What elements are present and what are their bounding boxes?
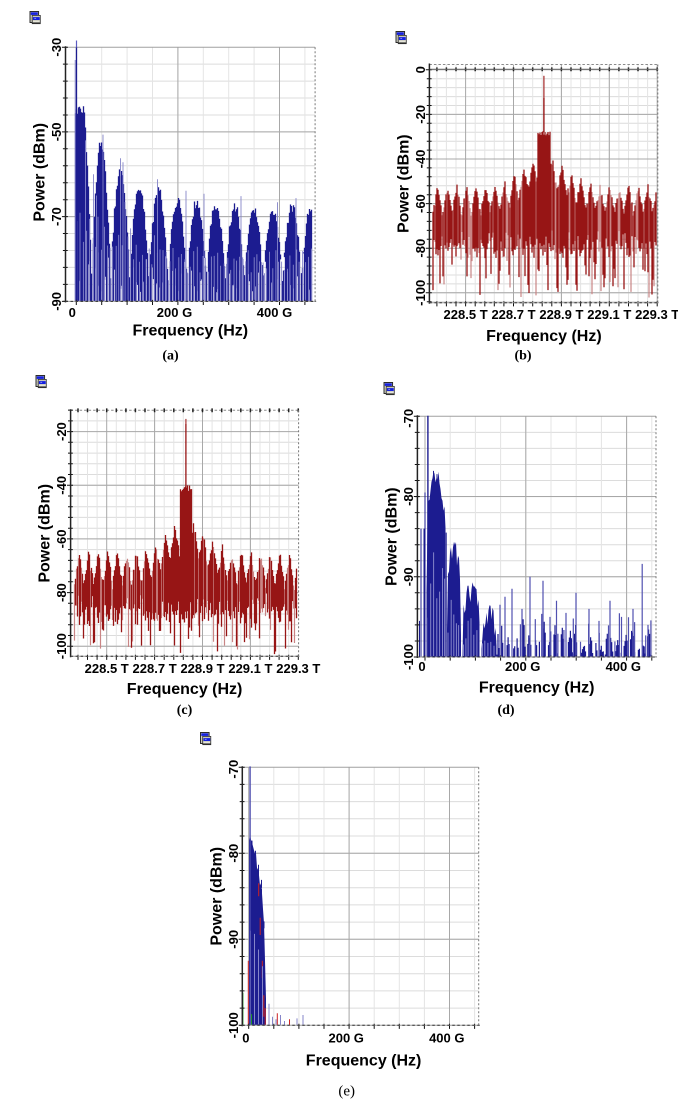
svg-text:0: 0 [69, 305, 76, 320]
svg-text:228.9 T: 228.9 T [539, 307, 583, 322]
svg-text:-20: -20 [54, 422, 69, 441]
svg-text:-40: -40 [54, 476, 69, 495]
svg-text:-20: -20 [413, 105, 428, 124]
svg-text:0: 0 [418, 659, 425, 674]
svg-text:229.3 T: 229.3 T [276, 661, 320, 676]
svg-text:Frequency (Hz): Frequency (Hz) [306, 1052, 422, 1069]
svg-text:400 G: 400 G [606, 659, 641, 674]
svg-text:-80: -80 [226, 844, 241, 863]
svg-text:(b): (b) [514, 349, 531, 364]
svg-text:Power (dBm): Power (dBm) [37, 484, 54, 583]
svg-text:-30: -30 [49, 38, 64, 57]
svg-text:Frequency (Hz): Frequency (Hz) [127, 681, 243, 698]
svg-text:228.5 T: 228.5 T [444, 307, 488, 322]
svg-text:Power (dBm): Power (dBm) [208, 847, 225, 946]
svg-text:-50: -50 [49, 123, 64, 142]
svg-text:-90: -90 [401, 567, 416, 586]
svg-text:-100: -100 [413, 280, 428, 306]
svg-text:Power (dBm): Power (dBm) [395, 134, 412, 233]
svg-text:200 G: 200 G [328, 1031, 363, 1046]
svg-text:-100: -100 [54, 633, 69, 659]
svg-text:-40: -40 [413, 150, 428, 169]
svg-text:229.1 T: 229.1 T [228, 661, 272, 676]
svg-text:-100: -100 [226, 1012, 241, 1038]
svg-text:-80: -80 [413, 239, 428, 258]
svg-text:-90: -90 [226, 930, 241, 949]
svg-text:Frequency (Hz): Frequency (Hz) [133, 323, 249, 340]
svg-text:228.9 T: 228.9 T [180, 661, 224, 676]
svg-text:-80: -80 [54, 583, 69, 602]
svg-text:-60: -60 [413, 194, 428, 213]
svg-text:228.7 T: 228.7 T [491, 307, 535, 322]
svg-text:0: 0 [413, 66, 428, 73]
svg-text:-60: -60 [54, 530, 69, 549]
svg-text:-90: -90 [49, 292, 64, 311]
svg-text:(a): (a) [162, 349, 179, 364]
svg-text:Frequency (Hz): Frequency (Hz) [479, 680, 595, 697]
svg-text:229.3 T: 229.3 T [635, 307, 678, 322]
svg-text:(d): (d) [497, 703, 514, 718]
svg-text:(c): (c) [177, 703, 193, 718]
svg-text:Power (dBm): Power (dBm) [383, 487, 400, 586]
svg-text:Power (dBm): Power (dBm) [32, 123, 49, 222]
svg-text:0: 0 [242, 1031, 249, 1046]
svg-text:(e): (e) [338, 1084, 355, 1100]
svg-text:Frequency (Hz): Frequency (Hz) [486, 328, 602, 345]
svg-text:228.5 T: 228.5 T [85, 661, 129, 676]
svg-text:228.7 T: 228.7 T [133, 661, 177, 676]
svg-text:-70: -70 [401, 409, 416, 428]
svg-text:400 G: 400 G [429, 1031, 464, 1046]
svg-text:-100: -100 [401, 644, 416, 670]
svg-text:-70: -70 [226, 760, 241, 779]
svg-text:200 G: 200 G [505, 659, 540, 674]
svg-text:400 G: 400 G [257, 305, 292, 320]
svg-text:229.1 T: 229.1 T [587, 307, 631, 322]
svg-text:-80: -80 [401, 487, 416, 506]
svg-text:-70: -70 [49, 207, 64, 226]
svg-text:200 G: 200 G [157, 305, 192, 320]
